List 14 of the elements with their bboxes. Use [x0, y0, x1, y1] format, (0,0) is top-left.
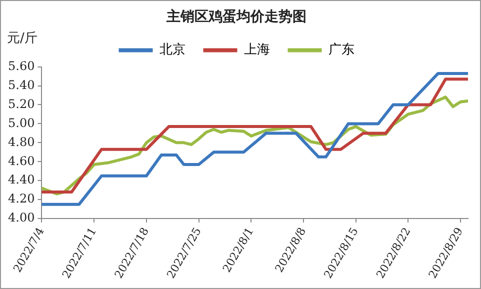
y-axis-title: 元/斤: [7, 30, 38, 47]
legend-label: 广东: [328, 42, 354, 58]
legend-label: 上海: [244, 42, 270, 58]
y-tick-label: 5.20: [8, 96, 35, 111]
y-tick-label: 4.40: [8, 172, 35, 187]
y-tick-label: 5.40: [8, 78, 35, 92]
y-tick-label: 5.00: [8, 116, 35, 130]
chart-title: 主销区鸡蛋均价走势图: [166, 8, 306, 26]
y-tick-label: 5.60: [8, 58, 35, 73]
y-tick-label: 4.00: [8, 210, 35, 225]
y-tick-label: 4.60: [8, 154, 35, 168]
y-tick-label: 4.20: [8, 192, 35, 206]
legend-label: 北京: [159, 42, 186, 58]
y-tick-label: 4.80: [8, 134, 35, 149]
